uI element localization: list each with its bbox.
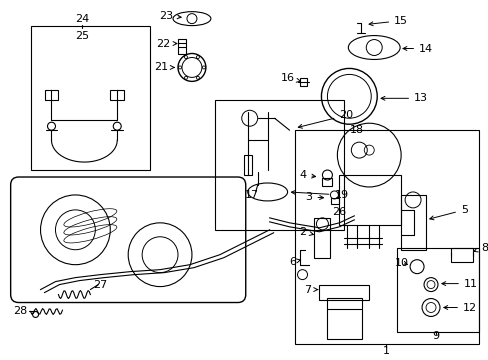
Bar	[450, 248, 472, 262]
Bar	[178, 39, 185, 54]
Text: 11: 11	[441, 279, 477, 289]
Bar	[327, 298, 362, 339]
Text: 16: 16	[280, 73, 300, 84]
Text: 25: 25	[75, 31, 89, 41]
Text: 14: 14	[402, 44, 432, 54]
Bar	[110, 90, 124, 100]
Text: 23: 23	[159, 11, 181, 21]
Text: 4: 4	[299, 170, 315, 180]
Bar	[314, 218, 330, 258]
Text: 21: 21	[154, 62, 174, 72]
Text: 3: 3	[305, 192, 323, 202]
Bar	[294, 130, 478, 345]
Bar	[214, 100, 344, 230]
Bar	[400, 195, 425, 250]
Text: 13: 13	[380, 93, 427, 103]
Text: 7: 7	[304, 284, 317, 294]
Bar	[322, 178, 332, 186]
Text: 24: 24	[75, 14, 89, 24]
Text: 17: 17	[244, 190, 258, 200]
Text: 20: 20	[298, 110, 353, 128]
Text: 10: 10	[394, 258, 408, 268]
Text: 8: 8	[473, 243, 487, 253]
Bar	[243, 155, 251, 175]
Text: 9: 9	[431, 332, 439, 341]
Bar	[396, 248, 478, 332]
Bar	[339, 175, 400, 225]
Text: 19: 19	[291, 190, 348, 200]
Bar	[331, 198, 339, 204]
Text: 15: 15	[368, 15, 407, 26]
Bar	[44, 90, 59, 100]
Text: 26: 26	[332, 207, 346, 217]
Bar	[319, 285, 368, 300]
Text: 1: 1	[382, 346, 389, 356]
Bar	[299, 78, 307, 86]
Text: 12: 12	[443, 302, 476, 312]
Text: 2: 2	[299, 227, 313, 237]
Text: 28: 28	[14, 306, 28, 316]
Text: 27: 27	[93, 280, 107, 289]
Text: 22: 22	[156, 39, 177, 49]
Text: 5: 5	[429, 205, 467, 220]
Bar	[31, 26, 150, 170]
Text: 18: 18	[348, 125, 363, 135]
Text: 6: 6	[289, 257, 300, 267]
